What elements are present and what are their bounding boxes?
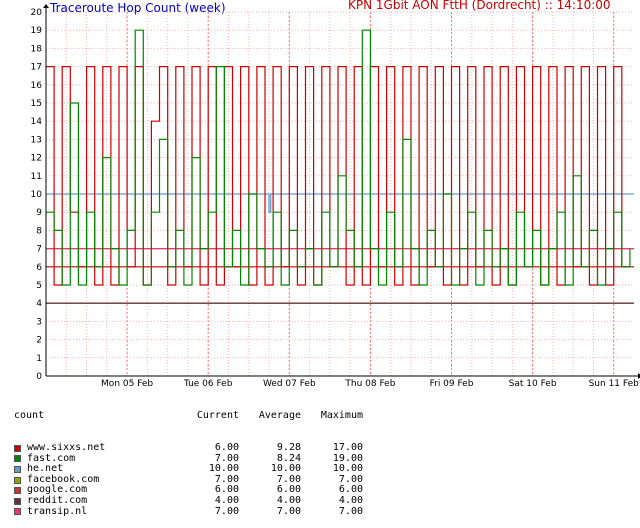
y-tick-label: 14 <box>31 117 43 127</box>
legend-average-value: 7.00 <box>276 473 301 485</box>
legend-current-value: 7.00 <box>214 452 239 464</box>
legend-row: google.com 6.00 6.00 6.00 <box>14 485 363 496</box>
legend-current-value: 4.00 <box>214 494 239 506</box>
legend-maximum-value: 7.00 <box>338 473 363 485</box>
legend-current-value: 7.00 <box>214 505 239 517</box>
legend-maximum-value: 10.00 <box>332 463 363 475</box>
legend-swatch <box>14 455 21 463</box>
y-tick-label: 15 <box>31 99 42 109</box>
y-tick-label: 17 <box>31 63 42 73</box>
legend-current-value: 6.00 <box>214 441 239 453</box>
chart-subtitle: KPN 1Gbit AON FttH (Dordrecht) :: 14:10:… <box>348 0 611 12</box>
y-tick-label: 8 <box>36 226 42 236</box>
legend-average-value: 10.00 <box>270 463 301 475</box>
legend-series-name: www.sixxs.net <box>27 441 106 453</box>
y-tick-label: 9 <box>36 208 42 218</box>
legend-swatch <box>14 497 21 505</box>
x-tick-label: Tue 06 Feb <box>183 379 233 389</box>
y-tick-label: 10 <box>31 190 43 200</box>
legend-current-value: 10.00 <box>208 463 239 475</box>
x-tick-label: Sat 10 Feb <box>509 379 557 389</box>
y-tick-label: 7 <box>36 245 42 255</box>
y-tick-label: 3 <box>36 317 42 327</box>
y-tick-label: 0 <box>36 372 42 382</box>
legend-average-value: 4.00 <box>276 494 301 506</box>
legend: count Current Average Maximum www.sixxs.… <box>14 390 363 528</box>
legend-swatch <box>14 487 21 495</box>
legend-average-value: 9.28 <box>276 441 301 453</box>
legend-swatch <box>14 444 21 452</box>
legend-row: he.net 10.00 10.00 10.00 <box>14 464 363 475</box>
y-tick-label: 11 <box>31 172 42 182</box>
x-tick-label: Thu 08 Feb <box>344 379 395 389</box>
y-tick-label: 20 <box>31 8 43 18</box>
hop-count-chart: Traceroute Hop Count (week) KPN 1Gbit AO… <box>31 0 640 389</box>
legend-header-average: Average <box>258 410 301 422</box>
legend-maximum-value: 19.00 <box>332 452 363 464</box>
legend-maximum-value: 17.00 <box>332 441 363 453</box>
legend-series-name: fast.com <box>27 452 76 464</box>
legend-maximum-value: 6.00 <box>338 484 363 496</box>
y-axis-arrow <box>43 4 49 8</box>
y-tick-label: 19 <box>31 26 43 36</box>
legend-header-maximum: Maximum <box>320 410 363 422</box>
legend-swatch <box>14 465 21 473</box>
series-line-fast-com <box>46 29 631 286</box>
legend-swatch <box>14 508 21 516</box>
legend-current-value: 6.00 <box>214 484 239 496</box>
legend-average-value: 6.00 <box>276 484 301 496</box>
series-line-he-net <box>46 193 634 213</box>
legend-row: facebook.com 7.00 7.00 7.00 <box>14 473 363 486</box>
legend-row: www.sixxs.net 6.00 9.28 17.00 <box>14 441 363 454</box>
legend-series-name: reddit.com <box>27 494 88 506</box>
chart-title: Traceroute Hop Count (week) <box>49 1 226 15</box>
y-tick-label: 2 <box>36 336 42 346</box>
x-tick-label: Wed 07 Feb <box>263 379 316 389</box>
legend-maximum-value: 7.00 <box>338 505 363 517</box>
legend-current-value: 7.00 <box>214 473 239 485</box>
x-tick-label: Fri 09 Feb <box>430 379 474 389</box>
legend-series-name: he.net <box>27 463 64 475</box>
y-tick-label: 1 <box>36 354 42 364</box>
x-tick-label: Sun 11 Feb <box>589 379 640 389</box>
y-tick-label: 12 <box>31 154 42 164</box>
y-tick-label: 13 <box>31 135 42 145</box>
legend-row: transip.nl 7.00 7.00 7.00 <box>14 505 363 518</box>
legend-swatch <box>14 476 21 484</box>
x-tick-label: Mon 05 Feb <box>101 379 153 389</box>
legend-maximum-value: 4.00 <box>338 494 363 506</box>
legend-row: reddit.com 4.00 4.00 4.00 <box>14 494 363 507</box>
y-tick-label: 6 <box>36 263 42 273</box>
legend-series-name: transip.nl <box>27 505 88 517</box>
legend-header-count: count <box>14 410 45 422</box>
legend-row: fast.com 7.00 8.24 19.00 <box>14 452 363 465</box>
legend-average-value: 7.00 <box>276 505 301 517</box>
legend-average-value: 8.24 <box>276 452 301 464</box>
legend-series-name: google.com <box>27 484 88 496</box>
legend-series-name: facebook.com <box>27 473 100 485</box>
series-lines <box>46 29 634 304</box>
y-tick-label: 16 <box>31 81 43 91</box>
legend-header: count Current Average Maximum <box>14 411 363 422</box>
y-tick-label: 5 <box>36 281 42 291</box>
y-tick-label: 4 <box>36 299 42 309</box>
legend-header-current: Current <box>196 410 239 422</box>
y-tick-label: 18 <box>31 44 43 54</box>
